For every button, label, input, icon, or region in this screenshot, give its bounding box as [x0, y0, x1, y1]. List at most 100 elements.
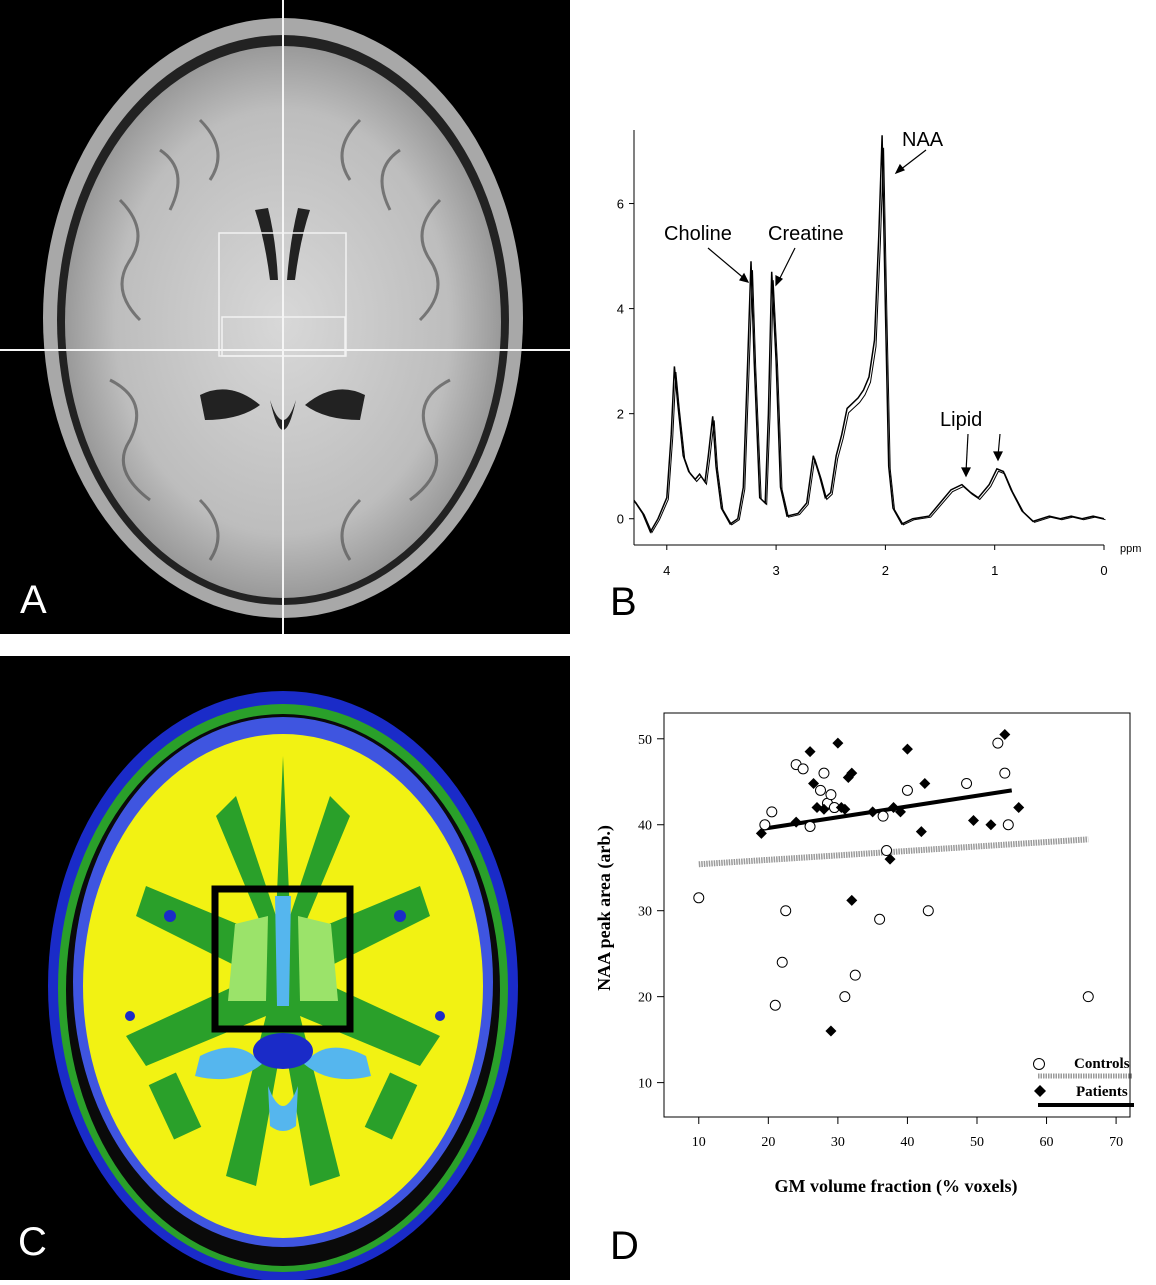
- point-control: [1002, 819, 1014, 831]
- point-control: [874, 913, 886, 925]
- point-control: [901, 784, 913, 796]
- point-patient: [808, 777, 820, 789]
- seg-deep-grey-light-green: [228, 916, 338, 1001]
- label-naa: NAA: [902, 129, 944, 151]
- point-patient: [825, 1025, 837, 1037]
- point-patient: [919, 777, 931, 789]
- point-control: [1082, 991, 1094, 1003]
- label-choline: Choline: [664, 223, 732, 245]
- point-control: [769, 999, 781, 1011]
- trend-line-patients: [761, 788, 1013, 832]
- point-control: [776, 956, 788, 968]
- scatter-y-tick-label: 10: [638, 1077, 652, 1092]
- point-patient: [790, 816, 802, 828]
- spectrum-x-tick-label: 0: [1100, 563, 1107, 578]
- point-control: [818, 767, 830, 779]
- scatter-x-tick-label: 60: [1040, 1135, 1054, 1150]
- point-patient: [884, 853, 896, 865]
- x-axis-label: GM volume fraction (% voxels): [775, 1176, 1018, 1197]
- point-control: [999, 767, 1011, 779]
- naa-vs-gm-scatter: 10 20 30 40 50 60 70 10 20 30 40 50 Controls Patien…: [594, 712, 1134, 1197]
- point-patient: [867, 806, 879, 818]
- point-patient: [839, 803, 851, 815]
- point-control: [780, 905, 792, 917]
- point-control: [814, 784, 826, 796]
- seg-dark-blue-spots: [125, 910, 445, 1069]
- point-patient: [915, 826, 927, 838]
- scatter-x-tick-label: 30: [831, 1135, 845, 1150]
- panel-b-spectrum: 4 3 2 1 0 0 2 4 6 Choline Creatine NAA Lipid ppm…: [590, 0, 1156, 640]
- scatter-x-tick-label: 70: [1109, 1135, 1123, 1150]
- point-patient: [894, 806, 906, 818]
- point-control: [849, 969, 861, 981]
- panel-c-segmentation-image: C: [0, 656, 570, 1281]
- y-axis-label: NAA peak area (arb.): [594, 825, 615, 991]
- ventricles: [200, 208, 365, 430]
- point-patient: [846, 894, 858, 906]
- legend-label-patients: Patients: [1076, 1084, 1128, 1100]
- label-lipid: Lipid: [940, 409, 982, 431]
- plot-frame: [663, 712, 1131, 1118]
- x-unit-ppm: ppm: [1120, 543, 1141, 555]
- point-control: [961, 777, 973, 789]
- point-patient: [968, 814, 980, 826]
- scatter-x-tick-label: 40: [900, 1135, 914, 1150]
- point-patient: [804, 746, 816, 758]
- point-patient: [901, 743, 913, 755]
- legend-label-controls: Controls: [1074, 1056, 1130, 1072]
- label-creatine: Creatine: [768, 223, 844, 245]
- point-patient: [832, 737, 844, 749]
- legend: Controls Patients: [1033, 1056, 1134, 1107]
- legend-marker-patients: [1034, 1085, 1046, 1097]
- panel-label-b: B: [610, 580, 637, 624]
- voxel-box: [211, 885, 354, 1033]
- point-control: [804, 820, 816, 832]
- point-control: [839, 991, 851, 1003]
- spectrum-x-tick-label: 4: [663, 563, 670, 578]
- spectrum-y-tick-label: 2: [617, 407, 624, 422]
- tissue-segmentation-map: [0, 656, 570, 1281]
- point-control: [825, 789, 837, 801]
- spectrum-x-tick-label: 1: [991, 563, 998, 578]
- scatter-y-tick-label: 40: [638, 819, 652, 834]
- point-control: [877, 810, 889, 822]
- panel-label-d: D: [610, 1224, 639, 1268]
- point-control: [759, 819, 771, 831]
- scatter-x-tick-label: 50: [970, 1135, 984, 1150]
- point-patient: [818, 803, 830, 815]
- point-control: [797, 763, 809, 775]
- spectrum-x-tick-label: 2: [882, 563, 889, 578]
- point-patient: [1013, 802, 1025, 814]
- point-patient: [999, 728, 1011, 740]
- mr-spectrum-plot: 4 3 2 1 0 0 2 4 6 Choline Creatine NAA Lipid ppm: [617, 129, 1142, 578]
- spectrum-y-tick-label: 4: [617, 302, 624, 317]
- panel-a-mri-image: A: [0, 0, 570, 634]
- point-patient: [985, 819, 997, 831]
- point-control: [992, 737, 1004, 749]
- point-patient: [755, 827, 767, 839]
- point-patient: [846, 767, 858, 779]
- annotation-arrows: [707, 149, 1003, 478]
- spectrum-line: [633, 135, 1105, 534]
- scatter-y-tick-label: 50: [638, 733, 652, 748]
- seg-ventricle-light-blue: [195, 896, 371, 1131]
- point-control: [881, 845, 893, 857]
- panel-label-a: A: [20, 578, 47, 622]
- spectrum-y-tick-label: 6: [617, 197, 624, 212]
- legend-marker-controls: [1033, 1058, 1045, 1070]
- spectrum-x-tick-label: 3: [772, 563, 779, 578]
- scatter-x-tick-label: 10: [692, 1135, 706, 1150]
- point-control: [766, 806, 778, 818]
- point-patient: [888, 802, 900, 814]
- scatter-y-tick-label: 20: [638, 991, 652, 1006]
- point-control: [922, 905, 934, 917]
- panel-label-c: C: [18, 1220, 47, 1264]
- spectrum-y-tick-label: 0: [617, 512, 624, 527]
- panel-d-scatter-plot: 10 20 30 40 50 60 70 10 20 30 40 50 Controls Patien…: [590, 656, 1156, 1280]
- point-control: [693, 892, 705, 904]
- scatter-x-tick-label: 20: [761, 1135, 775, 1150]
- sulci: [109, 118, 451, 561]
- trend-line-controls: [698, 836, 1089, 868]
- scatter-y-tick-label: 30: [638, 905, 652, 920]
- mri-axial-image: [0, 0, 570, 634]
